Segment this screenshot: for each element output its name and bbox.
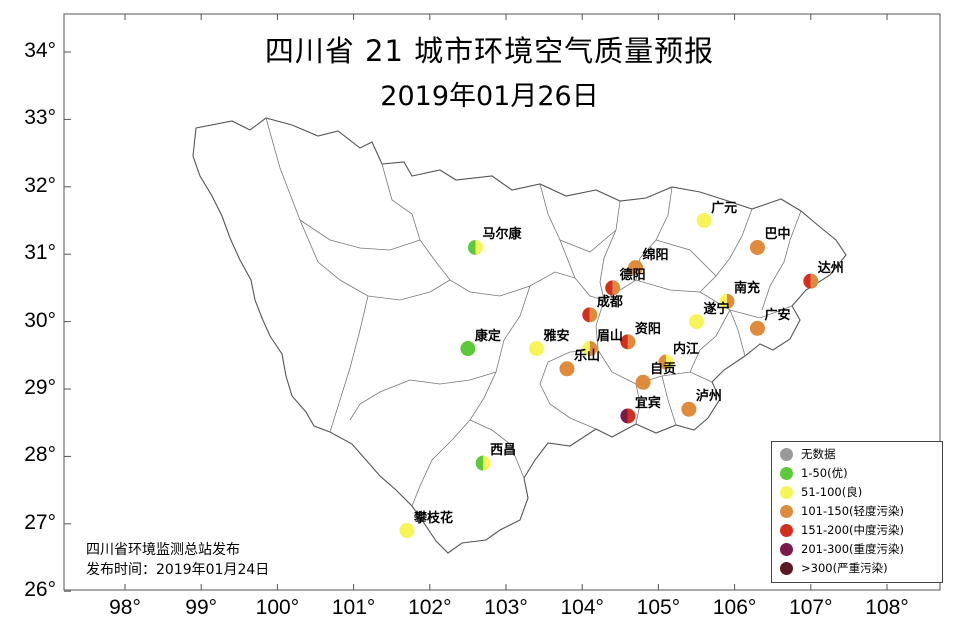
city-label: 成都: [596, 294, 623, 310]
city-label: 泸州: [695, 389, 722, 405]
city-label: 内江: [673, 342, 700, 358]
city-marker: [582, 307, 598, 323]
legend-item: 51-100(良): [780, 484, 862, 500]
legend-label: 201-300(重度污染): [801, 542, 905, 556]
city-label: 西昌: [490, 443, 517, 459]
latitude-ticks: [64, 51, 71, 592]
city-marker: [658, 354, 674, 370]
city-marker: [696, 213, 712, 228]
legend-item: 101-150(轻度污染): [780, 503, 904, 519]
city-marker: [559, 361, 575, 377]
city-marker: [635, 374, 651, 390]
city-marker: [468, 239, 484, 255]
city-label: 马尔康: [482, 227, 522, 243]
legend-label: >300(严重污染): [801, 561, 888, 575]
legend-label: 51-100(良): [801, 485, 863, 499]
lat-label: 34°: [24, 39, 56, 62]
legend-swatch: [780, 466, 793, 480]
map-title: 四川省 21 城市环境空气质量预报: [264, 34, 715, 68]
legend-label: 无数据: [801, 447, 836, 461]
lat-label: 28°: [24, 443, 56, 467]
legend-item: 1-50(优): [780, 465, 848, 481]
longitude-ticks: [124, 14, 888, 590]
city-label: 南充: [733, 281, 760, 297]
lon-label: 104°: [560, 596, 604, 619]
legend-label: 1-50(优): [801, 466, 848, 480]
city-marker: [681, 401, 697, 417]
legend-swatch: [780, 447, 793, 461]
legend-swatch: [780, 542, 793, 556]
lon-label: 100°: [255, 596, 300, 619]
lon-label: 101°: [331, 596, 376, 619]
city-label: 资阳: [634, 321, 661, 337]
province-outline: [192, 117, 847, 554]
city-label: 眉山: [596, 328, 623, 344]
legend-item: 151-200(中度污染): [780, 522, 904, 538]
lat-label: 27°: [24, 510, 56, 534]
lon-label: 102°: [408, 596, 452, 619]
city-marker: [460, 341, 476, 357]
lon-label: 105°: [636, 596, 681, 619]
forecast-date: 2019年01月26日: [380, 81, 599, 112]
city-marker: [689, 314, 704, 330]
city-label: 乐山: [573, 348, 600, 364]
city-marker: [605, 280, 621, 296]
city-label: 广元: [711, 200, 738, 216]
legend-swatch: [780, 485, 793, 499]
aqi-legend: 无数据 1-50(优) 51-100(良) 101-150(轻度污染) 151-200(…: [771, 441, 943, 583]
publisher-text: 四川省环境监测总站发布: [86, 542, 240, 558]
city-marker: [399, 523, 415, 539]
lon-label: 107°: [789, 596, 833, 619]
city-label: 雅安: [543, 328, 570, 344]
city-marker: [719, 293, 735, 309]
lat-label: 32°: [24, 173, 56, 197]
city-label: 自贡: [650, 362, 677, 378]
lat-label: 33°: [24, 106, 56, 130]
lon-label: 99°: [185, 596, 218, 619]
publish-time-text: 发布时间：2019年01月24日: [86, 562, 270, 578]
lon-label: 98°: [109, 596, 141, 619]
city-label: 广安: [764, 308, 791, 324]
city-marker: [749, 320, 765, 336]
city-marker: [620, 334, 636, 350]
lat-label: 31°: [24, 241, 56, 265]
lon-label: 103°: [484, 596, 528, 619]
city-label: 德阳: [619, 267, 646, 283]
legend-swatch: [780, 523, 793, 537]
prefecture-boundaries: [265, 117, 802, 507]
city-marker: [528, 341, 544, 357]
city-markers: [399, 213, 819, 539]
legend-label: 151-200(中度污染): [801, 523, 905, 537]
lat-label: 30°: [24, 308, 56, 332]
lat-label: 29°: [24, 376, 56, 399]
city-label: 攀枝花: [413, 510, 453, 526]
city-label: 康定: [474, 328, 501, 344]
city-label: 宜宾: [634, 395, 661, 411]
city-marker: [620, 408, 636, 424]
legend-swatch: [780, 561, 793, 575]
map-frame: [63, 13, 941, 591]
city-label: 巴中: [764, 227, 791, 243]
lat-label: 26°: [24, 578, 56, 602]
legend-item: 201-300(重度污染): [780, 541, 904, 557]
legend-swatch: [780, 504, 793, 518]
city-label: 达州: [817, 261, 844, 277]
lon-label: 108°: [865, 596, 909, 619]
legend-label: 101-150(轻度污染): [801, 504, 905, 518]
lon-label: 106°: [712, 596, 757, 619]
legend-item: 无数据: [780, 446, 836, 462]
legend-item: >300(严重污染): [780, 560, 888, 576]
city-marker: [582, 341, 598, 357]
city-label: 遂宁: [703, 301, 730, 317]
city-marker: [628, 260, 644, 276]
city-marker: [749, 239, 765, 255]
city-marker: [803, 273, 819, 289]
city-label: 绵阳: [642, 247, 669, 263]
city-marker: [475, 455, 491, 471]
